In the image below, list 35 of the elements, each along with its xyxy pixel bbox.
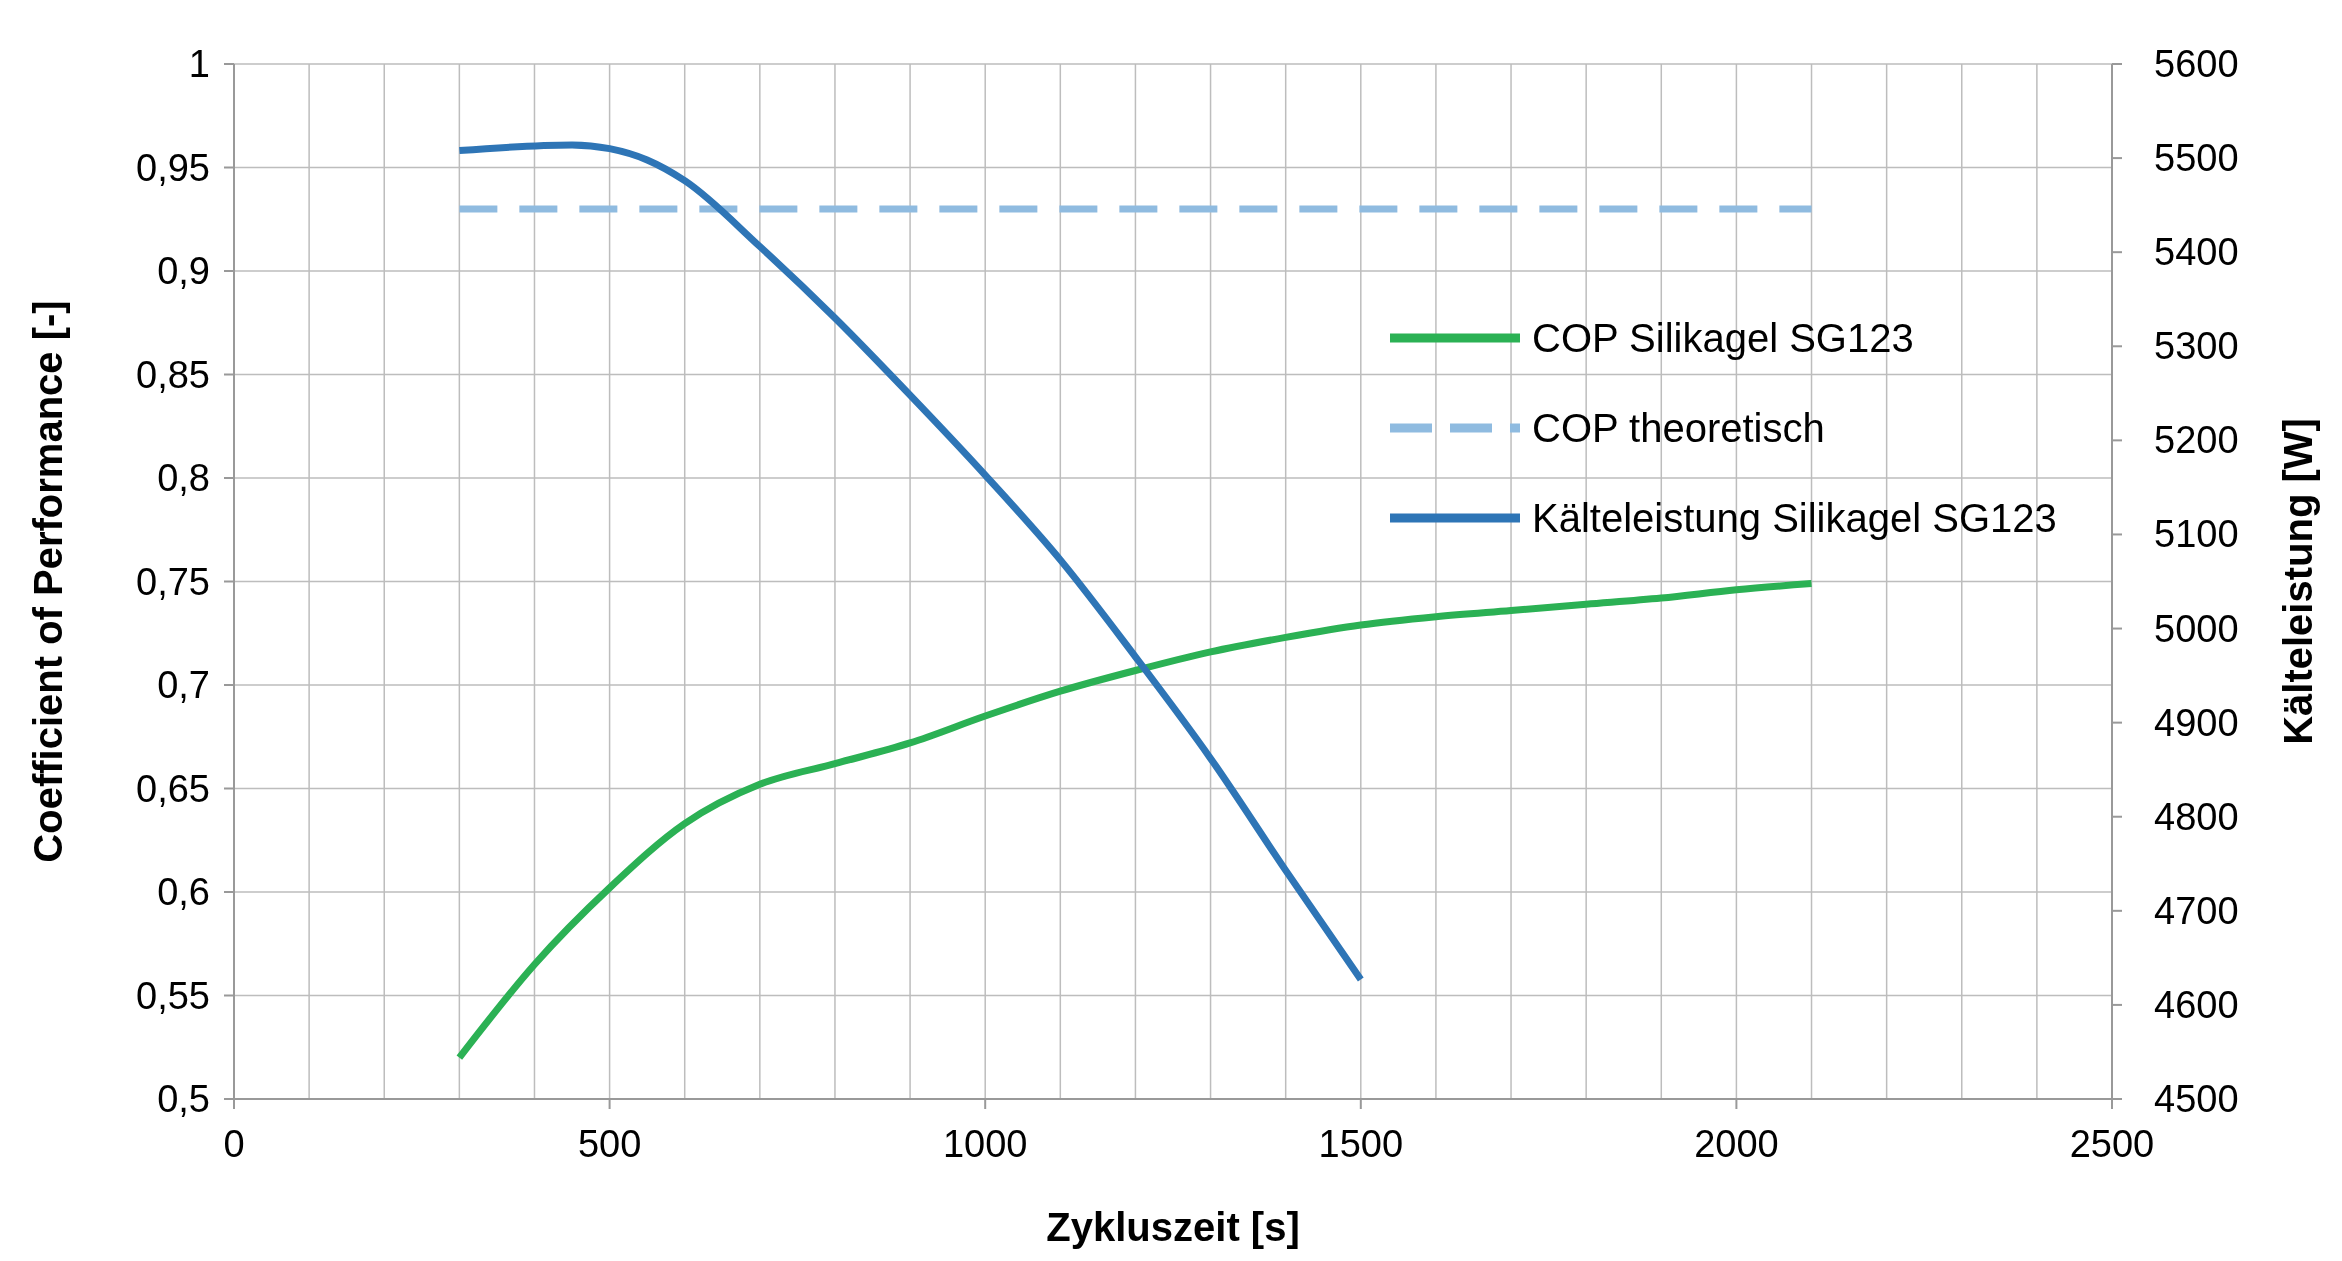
legend-label: COP Silikagel SG123 <box>1532 316 1914 360</box>
y2-tick-label: 4500 <box>2154 1078 2239 1120</box>
y-axis-title: Coefficient of Performance [-] <box>26 300 70 863</box>
y-tick-label: 0,75 <box>136 560 210 603</box>
y-tick-label: 0,95 <box>136 146 210 189</box>
y-tick-label: 0,8 <box>157 457 210 499</box>
legend-label: Kälteleistung Silikagel SG123 <box>1532 496 2057 540</box>
y-tick-label: 1 <box>188 43 210 85</box>
y2-tick-label: 4800 <box>2154 795 2239 838</box>
x-tick-label: 1000 <box>942 1123 1028 1165</box>
y-tick-label: 0,5 <box>157 1078 210 1120</box>
y-tick-label: 0,7 <box>157 664 210 706</box>
y-tick-label: 0,85 <box>136 353 210 396</box>
x-tick-label: 2500 <box>2069 1123 2155 1165</box>
x-tick-label: 2000 <box>1694 1123 1779 1165</box>
x-tick-label: 1500 <box>1318 1123 1404 1165</box>
y-tick-label: 0,55 <box>136 974 210 1017</box>
y-tick-label: 0,65 <box>136 767 210 810</box>
y2-tick-label: 5200 <box>2154 419 2239 462</box>
y2-tick-label: 5000 <box>2154 607 2239 650</box>
y2-tick-label: 4900 <box>2154 701 2239 744</box>
y2-tick-label: 4600 <box>2154 983 2239 1026</box>
y-tick-label: 0,9 <box>157 250 210 292</box>
x-axis-title: Zykluszeit [s] <box>1046 1205 1300 1249</box>
x-tick-label: 500 <box>577 1123 642 1165</box>
y2-tick-label: 5400 <box>2154 231 2239 274</box>
y2-tick-label: 4700 <box>2154 889 2239 932</box>
y2-axis-title: Kälteleistung [W] <box>2276 418 2320 745</box>
y-tick-label: 0,6 <box>157 871 210 913</box>
y2-tick-label: 5600 <box>2154 43 2239 85</box>
y2-tick-label: 5100 <box>2154 513 2239 556</box>
legend-label: COP theoretisch <box>1532 406 1825 450</box>
y2-tick-label: 5300 <box>2154 325 2239 368</box>
y2-tick-label: 5500 <box>2154 137 2239 180</box>
x-tick-label: 0 <box>223 1123 245 1165</box>
